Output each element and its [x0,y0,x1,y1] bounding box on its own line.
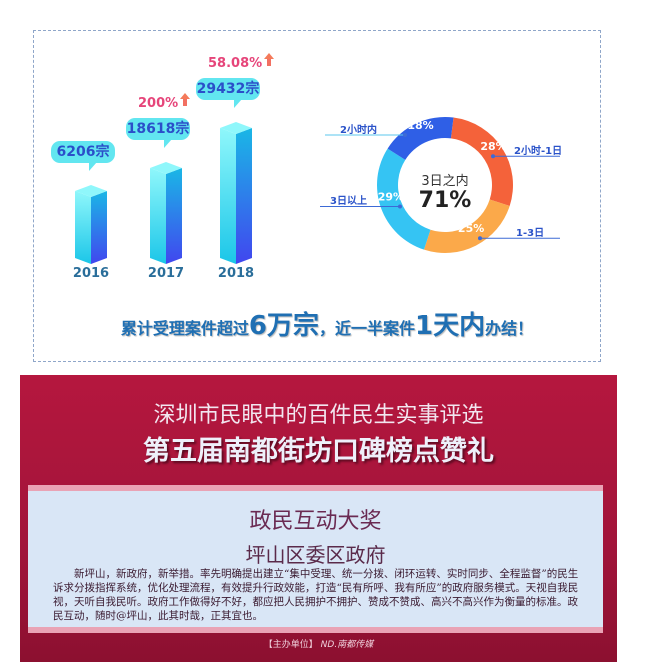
bar-side [166,168,182,264]
award-screen: 政民互动大奖 坪山区委区政府 新坪山，新政府，新举措。率先明确提出建立“集中受理… [28,485,603,633]
bar-2017 [150,162,182,264]
bar-chart-svg [75,122,252,264]
donut-chart: 28% 25% 29% 18% [320,116,560,253]
award-ceremony-photo: 深圳市民眼中的百件民生实事评选 第五届南都街坊口碑榜点赞礼 政民互动大奖 坪山区… [20,375,617,662]
bar-top [220,122,252,134]
slice-percent-label: 18% [407,119,433,132]
bar-side [236,128,252,264]
bar-top [150,162,182,175]
leader-dot [398,204,402,209]
slice-category-label: 3日以上 [330,196,367,208]
bar-2016 [75,185,107,264]
growth-label: 200% [138,93,191,112]
leader-dot [478,236,482,241]
event-title: 深圳市民眼中的百件民生实事评选 [153,403,484,428]
bar-value-label: 29432宗 [196,78,260,108]
award-description: 新坪山，新政府，新举措。率先明确提出建立“集中受理、统一分拨、闭环运转、实时同步… [53,568,579,622]
growth-value: 58.08% [208,56,263,71]
slice-percent-label: 28% [480,140,506,153]
event-subtitle: 第五届南都街坊口碑榜点赞礼 [143,436,494,467]
sponsor-logo: ND.南都传媒 [320,640,374,650]
slice-category-label: 2小时-1日 [514,146,563,158]
growth-value: 200% [138,96,179,112]
caption-part: 累计受理案件超过 [120,319,249,338]
slice-category-label: 1-3日 [516,228,545,240]
leader-dot [403,132,407,137]
bar-front [150,168,166,264]
up-arrow-icon [180,93,191,107]
sponsor-line: 【主办单位】 ND.南都传媒 [20,637,617,650]
up-arrow-icon [264,53,275,66]
bar-side [91,191,107,264]
donut-slice-1-3日 [423,199,510,253]
donut-slice-2小时内 [387,116,454,160]
year-label: 2016 [72,266,110,281]
caption-highlight: 6万宗 [248,311,319,341]
bar-front [220,128,236,264]
caption-part: ，近一半案件 [318,319,415,338]
caption-part: 办结！ [485,319,534,338]
caption-highlight: 1天内 [415,311,486,341]
bar-value-label: 6206宗 [51,141,115,171]
leader-dot [491,154,495,159]
slice-percent-label: 29% [378,190,404,203]
donut-center-title: 3日之内 [421,174,469,189]
bar-front [75,191,91,264]
bar-value-label: 18618宗 [126,118,190,149]
donut-slice-2小时-1日 [450,117,513,207]
bar-2018 [220,122,252,264]
bar-top [75,185,107,197]
year-label: 2017 [147,266,185,281]
year-label: 2018 [217,266,255,281]
donut-center-value: 71% [418,188,472,213]
slice-category-label: 2小时内 [340,124,377,136]
infographic-panel [33,30,601,362]
growth-label: 58.08% [208,53,275,71]
summary-caption: 累计受理案件超过6万宗，近一半案件1天内办结！ [62,305,592,342]
award-winner: 坪山区委区政府 [245,543,386,567]
sponsor-label: 【主办单位】 [263,640,318,650]
award-name: 政民互动大奖 [249,509,382,534]
donut-slice-3日以上 [377,148,431,250]
slice-percent-label: 25% [458,222,484,235]
